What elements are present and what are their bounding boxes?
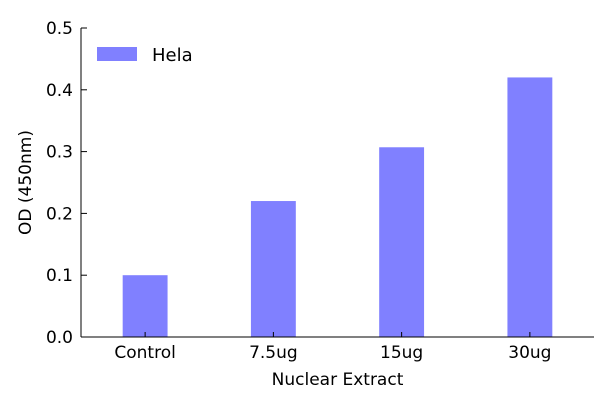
x-tick-label: Control — [114, 343, 175, 363]
x-tick-label: 15ug — [380, 343, 423, 363]
y-tick-label: 0.3 — [46, 143, 73, 163]
bar-control — [122, 275, 168, 337]
y-tick-label: 0.2 — [46, 204, 73, 224]
legend: Hela — [97, 45, 193, 66]
bar-30ug — [507, 77, 553, 337]
legend-label: Hela — [152, 45, 193, 66]
bar-15ug — [379, 147, 425, 337]
x-tick-label: 7.5ug — [249, 343, 298, 363]
legend-swatch — [97, 47, 137, 61]
y-tick-label: 0.4 — [46, 81, 73, 101]
bar-7-5ug — [250, 201, 296, 337]
x-ticks-group: Control 7.5ug 15ug 30ug — [114, 332, 551, 363]
y-ticks-group: 0.0 0.1 0.2 0.3 0.4 0.5 — [46, 19, 87, 348]
bars-group — [122, 77, 553, 337]
x-axis-label: Nuclear Extract — [272, 370, 404, 390]
y-tick-label: 0.0 — [46, 328, 73, 348]
y-axis-label: OD (450nm) — [16, 130, 36, 235]
x-tick-label: 30ug — [508, 343, 551, 363]
y-tick-label: 0.5 — [46, 19, 73, 39]
y-tick-label: 0.1 — [46, 266, 73, 286]
axes-group — [80, 28, 594, 338]
